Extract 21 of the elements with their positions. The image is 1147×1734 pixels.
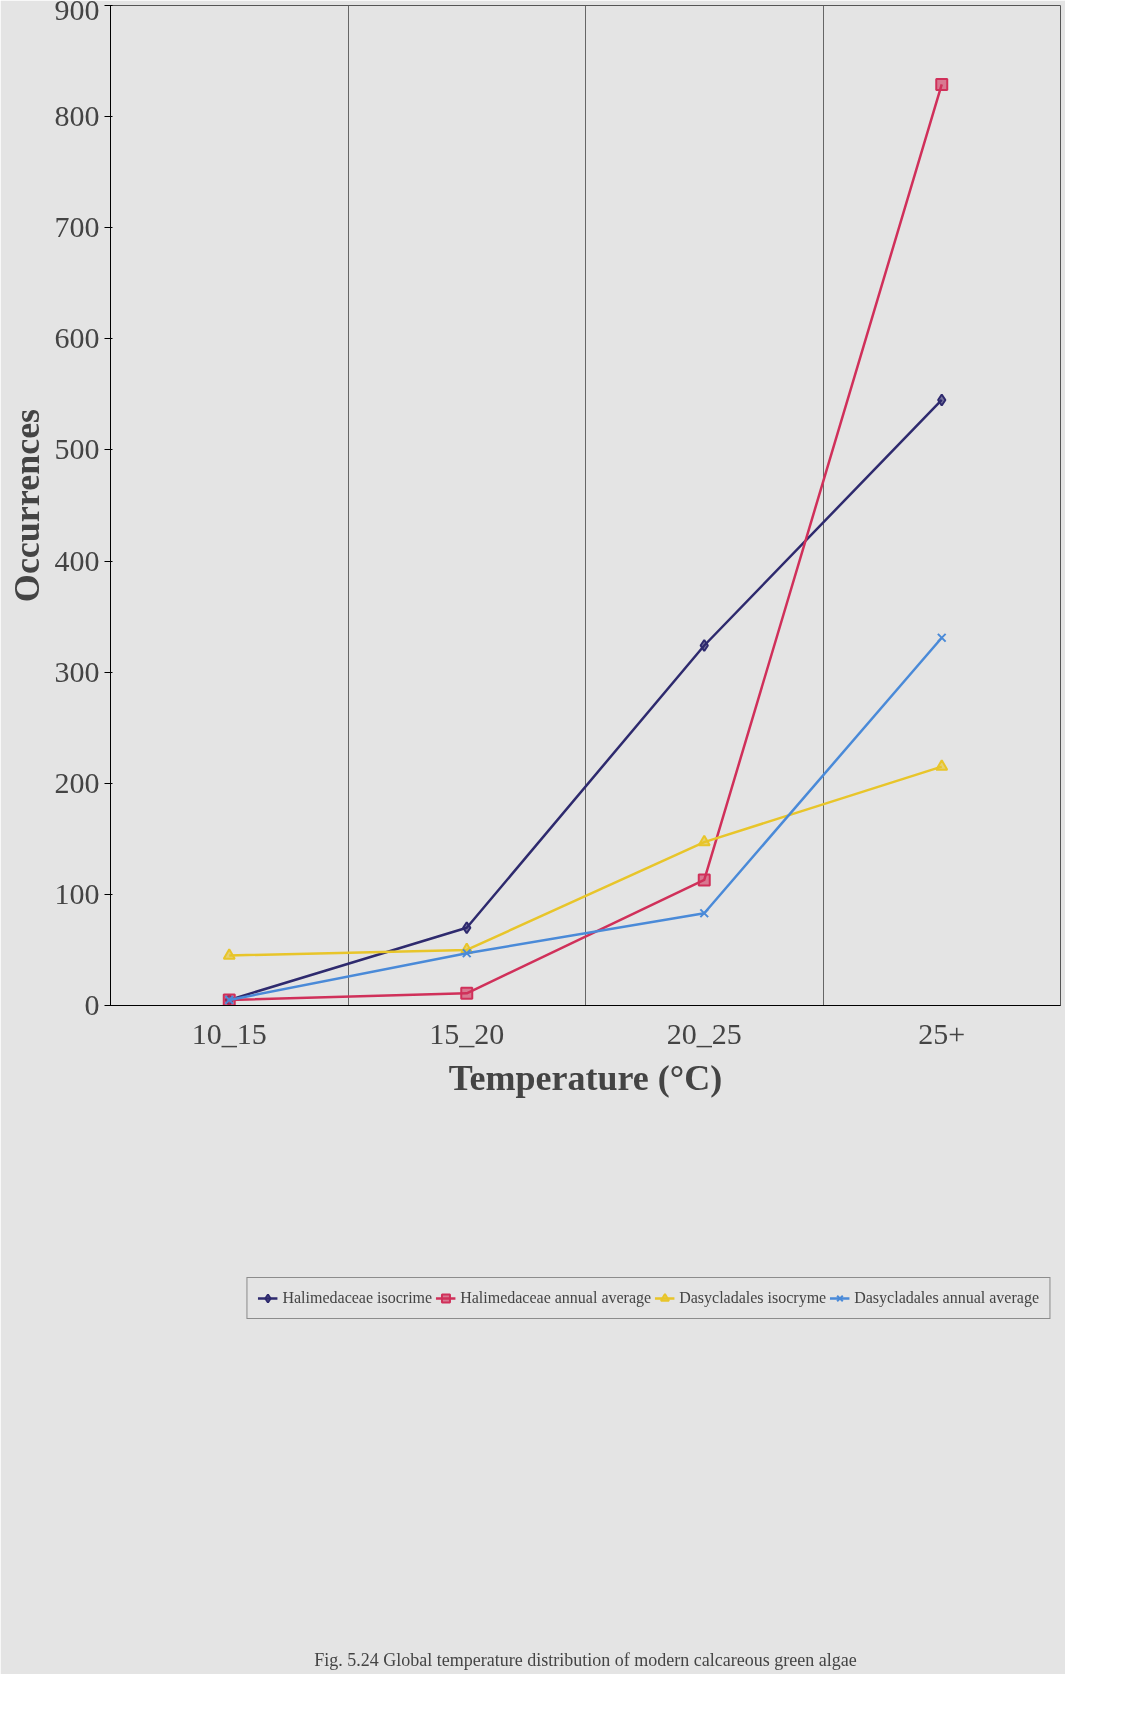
y-tick-label: 900 [54,0,100,26]
y-tick-label: 100 [54,876,100,910]
legend-label: Dasycladales annual average [854,1288,1039,1307]
x-tick-label: 10_15 [191,1016,267,1050]
y-tick-label: 200 [54,765,100,799]
y-tick-label: 400 [54,543,100,577]
y-tick-label: 500 [54,432,100,466]
x-tick-label: 20_25 [666,1016,742,1050]
y-tick-label: 700 [54,210,100,244]
x-axis-title: Temperature (°C) [448,1057,723,1098]
y-axis-title: Occurrences [6,408,47,603]
x-tick-label: 25+ [918,1016,966,1050]
y-tick-label: 600 [54,321,100,355]
x-tick-label: 15_20 [429,1016,505,1050]
y-tick-label: 300 [54,654,100,688]
legend-label: Halimedaceae isocrime [282,1288,433,1307]
y-tick-label: 0 [84,988,100,1021]
legend-label: Dasycladales isocryme [679,1288,827,1307]
legend-label: Halimedaceae annual average [460,1288,652,1307]
y-tick-label: 800 [54,99,100,133]
caption: Fig. 5.24 Global temperature distribution of modern calcareous green algae [314,1649,857,1670]
